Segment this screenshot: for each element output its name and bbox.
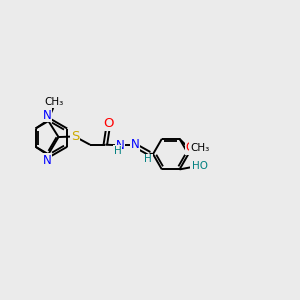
- Text: N: N: [43, 154, 52, 166]
- Text: N: N: [43, 109, 52, 122]
- Text: O: O: [103, 117, 113, 130]
- Text: CH₃: CH₃: [190, 143, 209, 153]
- Text: H: H: [114, 146, 122, 156]
- Text: O: O: [185, 142, 194, 154]
- Text: H: H: [144, 154, 152, 164]
- Text: S: S: [71, 130, 79, 143]
- Text: N: N: [116, 139, 125, 152]
- Text: HO: HO: [190, 161, 206, 171]
- Text: CH₃: CH₃: [44, 97, 64, 107]
- Text: HO: HO: [192, 161, 208, 171]
- Text: N: N: [131, 139, 140, 152]
